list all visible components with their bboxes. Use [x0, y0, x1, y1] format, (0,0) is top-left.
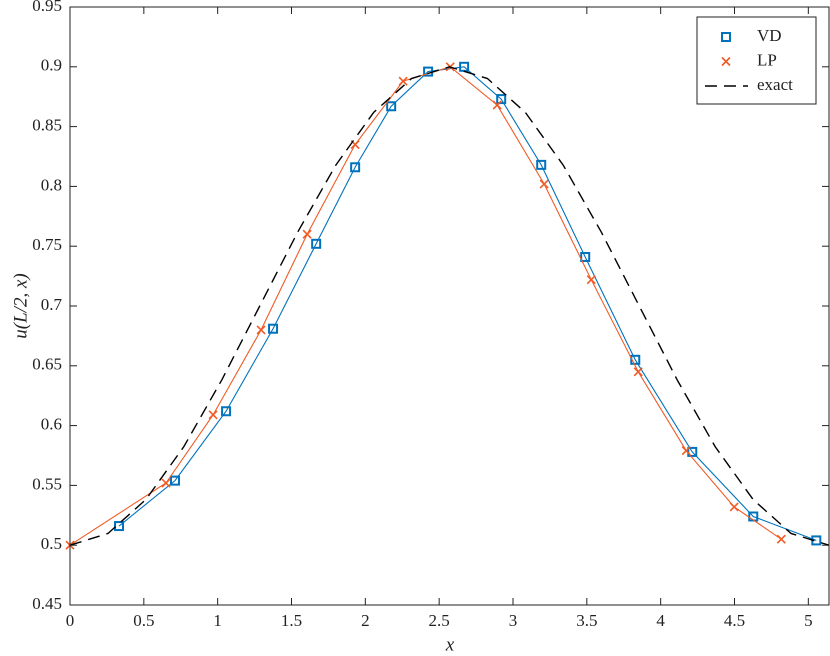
- marker: [580, 251, 591, 262]
- y-tick-label: 0.7: [41, 295, 63, 314]
- marker: [221, 406, 232, 417]
- marker: [208, 410, 218, 420]
- y-axis-label: u(L/2, x): [10, 273, 31, 338]
- legend-label: LP: [757, 50, 777, 69]
- x-tick-label: 5: [804, 611, 813, 630]
- x-tick-label: 1.5: [281, 611, 302, 630]
- marker: [350, 162, 361, 173]
- y-tick-label: 0.95: [32, 0, 62, 15]
- marker: [776, 534, 786, 544]
- marker: [302, 229, 312, 239]
- x-tick-label: 3: [509, 611, 518, 630]
- x-tick-label: 0: [66, 611, 75, 630]
- y-tick-label: 0.45: [32, 594, 62, 613]
- marker: [169, 475, 180, 486]
- marker: [586, 275, 596, 285]
- y-tick-label: 0.8: [41, 175, 62, 194]
- y-tick-label: 0.6: [41, 415, 62, 434]
- y-tick-label: 0.55: [32, 474, 62, 493]
- legend-label: exact: [757, 75, 793, 94]
- x-tick-label: 2.5: [429, 611, 450, 630]
- marker: [630, 354, 641, 365]
- marker: [536, 159, 547, 170]
- marker: [114, 521, 125, 532]
- legend-label: VD: [757, 26, 782, 45]
- y-tick-label: 0.65: [32, 355, 62, 374]
- marker: [311, 238, 322, 249]
- y-tick-label: 0.75: [32, 235, 62, 254]
- x-tick-label: 4: [656, 611, 665, 630]
- legend-swatch: [721, 32, 731, 42]
- x-tick-label: 0.5: [133, 611, 154, 630]
- series-line: [118, 66, 817, 541]
- x-tick-label: 4.5: [724, 611, 745, 630]
- y-tick-label: 0.85: [32, 116, 62, 135]
- axes-box: [69, 6, 830, 606]
- legend-swatch: [721, 56, 731, 67]
- marker: [386, 101, 397, 112]
- y-tick-label: 0.9: [41, 56, 62, 75]
- marker: [681, 446, 691, 456]
- marker: [161, 478, 171, 488]
- marker: [496, 94, 507, 105]
- y-tick-label: 0.5: [41, 534, 62, 553]
- x-tick-label: 3.5: [576, 611, 597, 630]
- marker: [539, 179, 549, 189]
- marker: [398, 76, 408, 86]
- series-line: [69, 66, 830, 546]
- marker: [268, 323, 279, 334]
- x-tick-label: 2: [361, 611, 370, 630]
- marker: [256, 325, 266, 335]
- marker: [492, 100, 502, 110]
- legend-box: [696, 16, 817, 105]
- x-tick-label: 1: [213, 611, 222, 630]
- x-axis-label: x: [445, 634, 455, 655]
- marker: [633, 367, 643, 377]
- marker: [729, 502, 739, 512]
- plot-area: [70, 7, 829, 605]
